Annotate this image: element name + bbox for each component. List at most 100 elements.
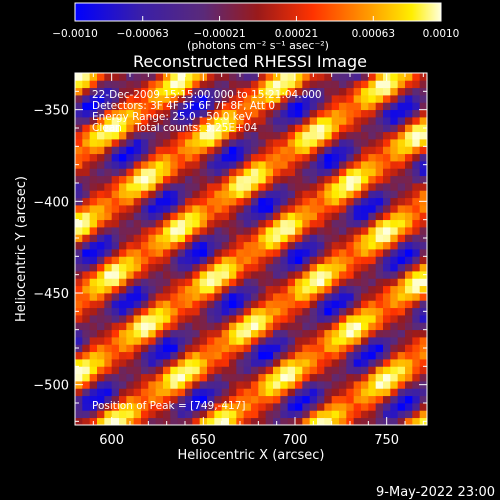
heatmap-cell (295, 153, 303, 162)
heatmap-cell (258, 359, 267, 367)
heatmap-cell (97, 307, 105, 316)
heatmap-cell (163, 307, 171, 316)
heatmap-cell (339, 102, 347, 111)
heatmap-cell (317, 161, 325, 169)
heatmap-cell (390, 307, 399, 316)
heatmap-cell (339, 161, 347, 169)
heatmap-cell (412, 73, 421, 81)
heatmap-cell (82, 395, 91, 404)
heatmap-cell (412, 102, 421, 111)
heatmap-cell (346, 366, 355, 375)
heatmap-cell (104, 337, 113, 345)
heatmap-cell (236, 366, 245, 375)
heatmap-cell (405, 300, 413, 309)
heatmap-cell (309, 168, 318, 177)
heatmap-cell (119, 175, 127, 184)
heatmap-cell (177, 373, 186, 382)
heatmap-cell (207, 381, 215, 389)
heatmap-cell (412, 124, 421, 133)
heatmap-cell (295, 293, 303, 301)
heatmap-cell (295, 256, 303, 265)
y-tick-label: −500 (33, 379, 69, 394)
heatmap-cell (361, 241, 369, 250)
heatmap-cell (229, 168, 237, 177)
heatmap-cell (111, 373, 120, 382)
heatmap-cell (353, 139, 362, 147)
heatmap-cell (133, 183, 142, 191)
heatmap-cell (265, 300, 274, 309)
heatmap-cell (126, 227, 135, 235)
heatmap-cell (287, 351, 296, 360)
heatmap-cell (236, 410, 245, 419)
heatmap-cell (141, 322, 149, 331)
heatmap-cell (119, 109, 127, 118)
heatmap-cell (346, 190, 355, 199)
heatmap-cell (104, 175, 113, 184)
heatmap-cell (265, 190, 274, 199)
heatmap-cell (390, 359, 399, 367)
heatmap-cell (89, 153, 98, 162)
heatmap-cell (295, 285, 303, 294)
heatmap-cell (405, 241, 413, 250)
heatmap-cell (302, 205, 311, 213)
heatmap-cell (104, 131, 113, 140)
heatmap-cell (97, 256, 105, 265)
heatmap-cell (331, 410, 340, 419)
heatmap-cell (353, 315, 362, 323)
heatmap-cell (412, 109, 421, 118)
heatmap-cell (199, 315, 208, 323)
heatmap-cell (185, 388, 193, 397)
heatmap-cell (412, 161, 421, 169)
heatmap-cell (331, 168, 340, 177)
heatmap-cell (119, 197, 127, 206)
heatmap-cell (339, 219, 347, 228)
heatmap-cell (207, 212, 215, 221)
heatmap-cell (155, 417, 164, 425)
heatmap-cell (185, 117, 193, 125)
heatmap-cell (75, 249, 83, 257)
heatmap-cell (199, 300, 208, 309)
heatmap-cell (280, 278, 289, 287)
heatmap-cell (89, 102, 98, 111)
heatmap-cell (390, 373, 399, 382)
heatmap-cell (82, 417, 91, 425)
heatmap-cell (221, 146, 230, 155)
heatmap-cell (192, 109, 201, 118)
heatmap-cell (361, 322, 369, 331)
heatmap-cell (119, 227, 127, 235)
heatmap-cell (375, 278, 384, 287)
heatmap-cell (104, 234, 113, 243)
heatmap-cell (104, 190, 113, 199)
heatmap-cell (141, 307, 149, 316)
heatmap-cell (185, 300, 193, 309)
heatmap-cell (126, 95, 135, 103)
heatmap-cell (309, 131, 318, 140)
heatmap-cell (265, 241, 274, 250)
heatmap-cell (185, 175, 193, 184)
heatmap-cell (346, 373, 355, 382)
heatmap-cell (265, 117, 274, 125)
heatmap-cell (177, 73, 186, 81)
heatmap-cell (221, 381, 230, 389)
heatmap-cell (419, 249, 427, 257)
heatmap-cell (221, 300, 230, 309)
heatmap-cell (214, 395, 223, 404)
heatmap-cell (75, 153, 83, 162)
heatmap-cell (273, 168, 281, 177)
heatmap-cell (273, 315, 281, 323)
heatmap-cell (280, 153, 289, 162)
heatmap-cell (236, 256, 245, 265)
heatmap-cell (339, 337, 347, 345)
heatmap-cell (361, 117, 369, 125)
heatmap-cell (126, 161, 135, 169)
heatmap-cell (383, 131, 391, 140)
heatmap-cell (119, 241, 127, 250)
heatmap-cell (192, 153, 201, 162)
heatmap-cell (229, 109, 237, 118)
heatmap-cell (229, 285, 237, 294)
heatmap-cell (419, 300, 427, 309)
heatmap-cell (265, 344, 274, 353)
heatmap-cell (89, 359, 98, 367)
heatmap-cell (170, 227, 179, 235)
heatmap-cell (397, 73, 406, 81)
